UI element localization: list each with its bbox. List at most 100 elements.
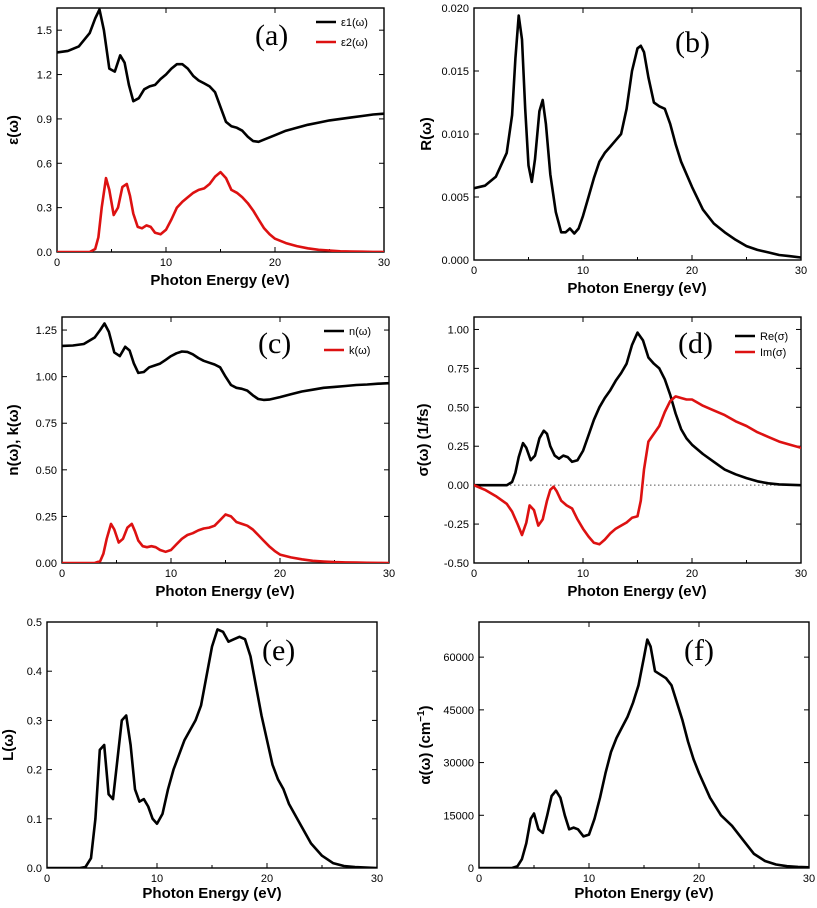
panel-d: 0 10 20 30 -0.50 -0.25 0.00 0.25 0.50 0.75 1.00 (d…: [415, 316, 807, 600]
y-tick-label: 0.50: [36, 465, 57, 477]
y-tick-label: -0.50: [444, 558, 469, 570]
x-tick-label: 30: [795, 265, 807, 277]
series-line-c-black: [62, 322, 389, 402]
series-line-b-black: [474, 14, 801, 259]
legend-label-e2: ε2(ω): [341, 37, 368, 49]
y-axis-title: ε(ω): [5, 115, 22, 145]
panel-tag: (c): [258, 327, 291, 360]
panel-e: 0 10 20 30 0.0 0.1 0.2 0.3 0.4 0.5 (e) Photon Ene…: [0, 617, 383, 902]
legend-label-k: k(ω): [349, 345, 370, 357]
y-tick-label: 0.3: [27, 715, 42, 727]
legend: ε1(ω) ε2(ω): [316, 17, 368, 49]
x-tick-label: 30: [371, 873, 383, 885]
x-tick-label: 20: [261, 873, 273, 885]
x-tick-label: 10: [151, 873, 163, 885]
legend: Re(σ) Im(σ): [735, 331, 788, 359]
x-tick-label: 0: [471, 568, 477, 580]
series-line-d-red: [474, 395, 801, 546]
legend-label-im: Im(σ): [760, 347, 786, 359]
x-tick-label: 20: [269, 257, 281, 269]
y-tick-label: 0.4: [27, 666, 42, 678]
x-tick-label: 10: [165, 568, 177, 580]
y-tick-label: 0.015: [441, 66, 469, 78]
x-tick-label: 0: [471, 265, 477, 277]
x-tick-label: 0: [44, 873, 50, 885]
x-tick-label: 20: [686, 265, 698, 277]
x-tick-label: 10: [160, 257, 172, 269]
y-tick-label: 0.25: [36, 511, 57, 523]
series-group: [57, 8, 384, 252]
y-tick-label: 0.000: [441, 255, 469, 267]
series-line-f-black: [479, 638, 809, 868]
y-tick-label: 0.2: [27, 765, 42, 777]
y-axis-title: L(ω): [0, 729, 17, 761]
panel-f: 0 10 20 30 0 15000 30000 45000 60000 (f) Photon …: [416, 621, 815, 902]
plot-frame: [46, 621, 378, 869]
y-tick-label: 0.25: [448, 441, 469, 453]
y-tick-label: 0.75: [448, 363, 469, 375]
y-tick-label: 45000: [443, 705, 474, 717]
legend: n(ω) k(ω): [324, 326, 371, 357]
y-tick-label: 15000: [443, 810, 474, 822]
y-tick-label: 30000: [443, 758, 474, 770]
y-tick-label: 0.010: [441, 129, 469, 141]
ticks: 0 10 20 30 0.0 0.3 0.6 0.9 1.2 1.5: [37, 8, 390, 269]
ticks: 0 10 20 30 0.0 0.1 0.2 0.3 0.4 0.5: [27, 617, 383, 885]
y-tick-label: 1.25: [36, 325, 57, 337]
x-axis-title: Photon Energy (eV): [142, 885, 281, 902]
x-tick-label: 30: [795, 568, 807, 580]
y-tick-label: 0.3: [37, 203, 52, 215]
series-line-a-red: [57, 170, 384, 252]
y-tick-label: 0.005: [441, 192, 469, 204]
y-axis-title: n(ω), k(ω): [5, 404, 22, 475]
legend-label-re: Re(σ): [760, 331, 788, 343]
y-tick-label: 1.00: [448, 324, 469, 336]
x-tick-label: 10: [577, 265, 589, 277]
series-group: [62, 322, 389, 563]
alpha-symbol: α(ω) (cm: [417, 722, 434, 785]
x-tick-label: 30: [803, 873, 815, 885]
x-tick-label: 0: [54, 257, 60, 269]
x-tick-label: 20: [274, 568, 286, 580]
y-tick-label: 0.020: [441, 3, 469, 15]
series-line-e-black: [47, 628, 377, 868]
panel-c: 0 10 20 30 0.00 0.25 0.50 0.75 1.00 1.25 (c) n(ω)…: [5, 316, 395, 600]
y-tick-label: 0.50: [448, 402, 469, 414]
y-tick-label: 0.00: [36, 558, 57, 570]
x-tick-label: 10: [577, 568, 589, 580]
x-axis-title: Photon Energy (eV): [567, 583, 706, 600]
legend-label-n: n(ω): [349, 326, 371, 338]
series-line-d-black: [474, 331, 801, 487]
x-axis-title: Photon Energy (eV): [155, 583, 294, 600]
y-axis-title: R(ω): [418, 117, 435, 151]
y-tick-label: 60000: [443, 652, 474, 664]
y-tick-label: 1.5: [37, 25, 52, 37]
plot-frame: [473, 316, 802, 564]
x-tick-label: 30: [378, 257, 390, 269]
y-tick-label: 0.00: [448, 480, 469, 492]
series-group: [474, 331, 801, 546]
panel-tag: (f): [684, 634, 714, 667]
x-axis-title: Photon Energy (eV): [567, 280, 706, 297]
panel-a: 0 10 20 30 0.0 0.3 0.6 0.9 1.2 1.5 (a) ε1(ω) ε2(ω…: [5, 7, 390, 289]
ticks: 0 10 20 30 0.000 0.005 0.010 0.015 0.020: [441, 3, 807, 277]
y-tick-label: 0.5: [27, 617, 42, 629]
x-tick-label: 0: [59, 568, 65, 580]
panel-tag: (d): [678, 327, 713, 360]
y-tick-label: 0.0: [37, 247, 52, 259]
series-group: [47, 628, 377, 868]
y-tick-label: 0.6: [37, 158, 52, 170]
series-group: [479, 638, 809, 868]
x-tick-label: 20: [686, 568, 698, 580]
panel-tag: (b): [675, 26, 710, 59]
y-axis-title: α(ω) (cm−1): [416, 705, 434, 784]
y-tick-label: 1.00: [36, 372, 57, 384]
legend-label-e1: ε1(ω): [341, 17, 368, 29]
alpha-close: ): [417, 705, 434, 710]
alpha-exponent: −1: [416, 710, 427, 722]
ticks: 0 10 20 30 -0.50 -0.25 0.00 0.25 0.50 0.75 1.00: [444, 317, 807, 580]
x-tick-label: 0: [476, 873, 482, 885]
panel-b: 0 10 20 30 0.000 0.005 0.010 0.015 0.020 (b) Pho…: [418, 3, 807, 297]
ticks: 0 10 20 30 0 15000 30000 45000 60000: [443, 622, 815, 885]
x-axis-title: Photon Energy (eV): [150, 272, 289, 289]
